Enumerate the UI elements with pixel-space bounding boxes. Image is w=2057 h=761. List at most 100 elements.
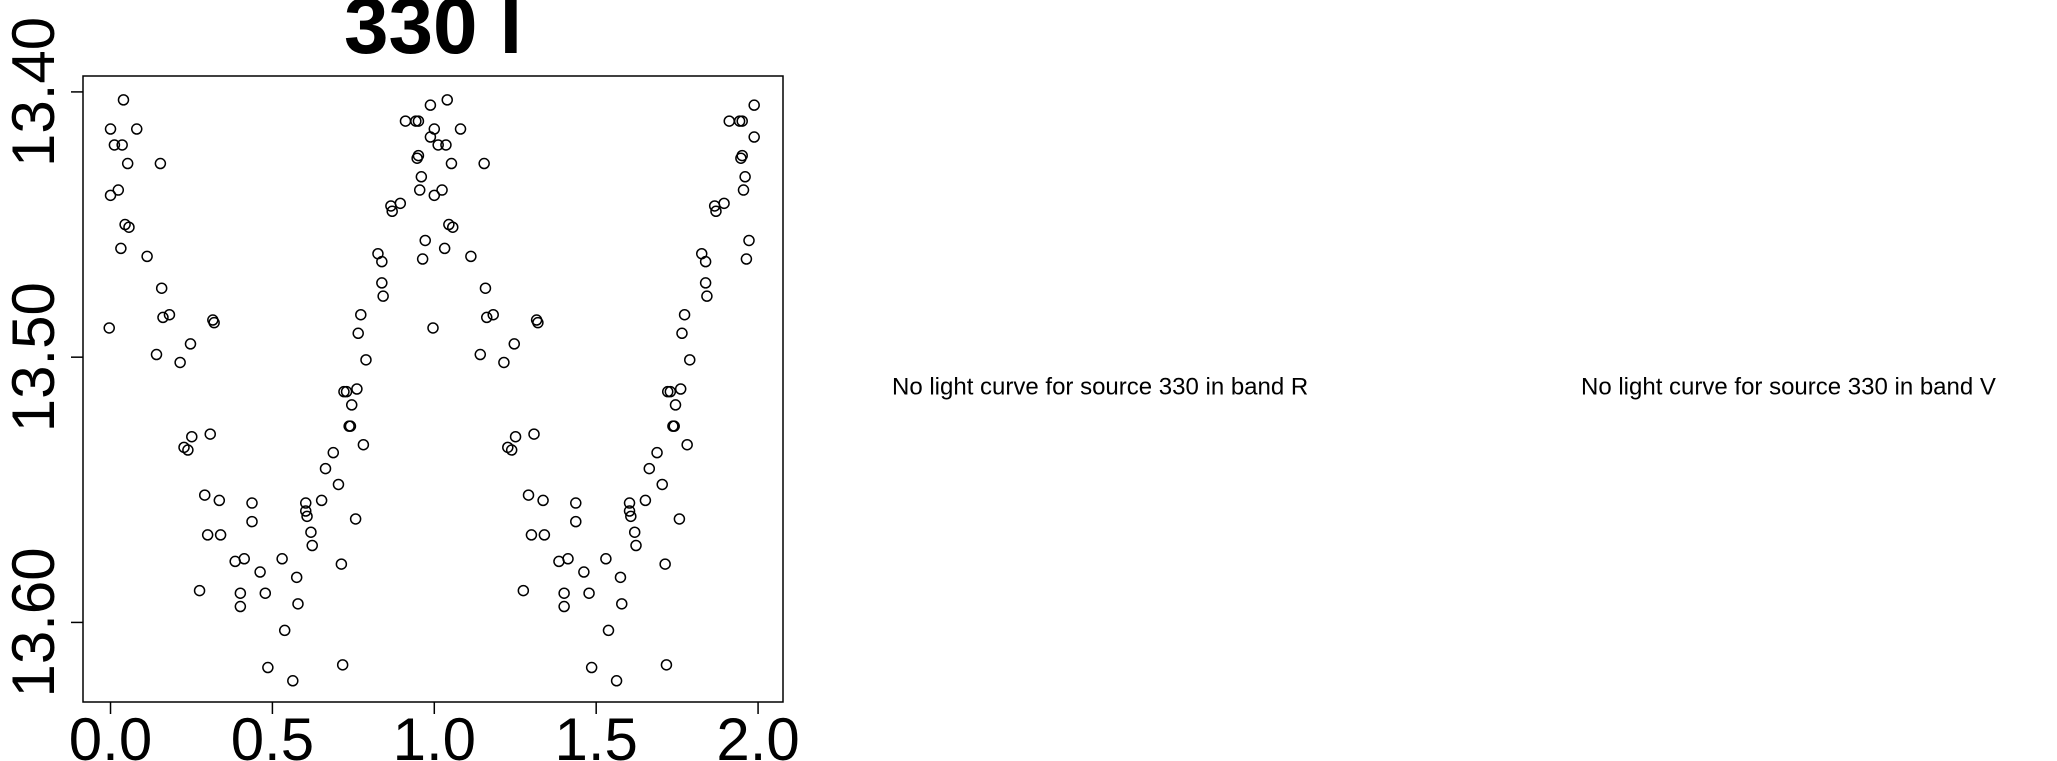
point [351, 383, 363, 395]
point [538, 529, 551, 541]
point [532, 316, 544, 329]
point [454, 123, 467, 135]
point [335, 558, 348, 570]
point [562, 553, 574, 565]
point [278, 624, 291, 637]
point [332, 478, 345, 491]
point [740, 253, 753, 265]
point [193, 584, 206, 597]
point [419, 234, 431, 247]
point [344, 420, 357, 432]
x-tick-label: 1.5 [554, 706, 637, 761]
point [570, 497, 582, 509]
message: No light curve for source 330 in band R [892, 373, 1308, 400]
point [676, 327, 688, 340]
point [290, 571, 303, 584]
point [376, 255, 388, 268]
point [674, 383, 687, 395]
point [537, 494, 549, 507]
point [478, 157, 490, 170]
point [628, 526, 641, 538]
point [736, 115, 748, 127]
point [723, 115, 736, 127]
point [276, 553, 288, 565]
point [659, 558, 671, 570]
point [623, 497, 636, 509]
point [154, 157, 167, 170]
point [525, 529, 538, 541]
point [428, 189, 441, 202]
point [678, 308, 691, 321]
point [578, 566, 590, 578]
point [300, 505, 312, 517]
point [292, 598, 304, 610]
point [508, 338, 521, 350]
point [416, 253, 429, 265]
point [352, 327, 364, 340]
point [345, 399, 358, 411]
point [349, 513, 362, 525]
point [116, 139, 128, 151]
point [327, 446, 340, 459]
point [357, 438, 370, 451]
point [498, 356, 510, 369]
point [201, 529, 214, 541]
x-tick-label: 0.0 [69, 706, 152, 761]
point [558, 600, 570, 613]
y-tick-label: 13.50 [0, 282, 67, 432]
point [376, 277, 388, 289]
point [336, 659, 349, 671]
point [394, 197, 407, 210]
point [699, 255, 712, 268]
point [748, 99, 760, 111]
point [184, 338, 197, 350]
point [155, 282, 168, 294]
point [115, 242, 127, 255]
point [214, 529, 227, 541]
chart-title: 330 I [344, 0, 522, 70]
point [262, 661, 274, 674]
point [428, 123, 441, 135]
point [505, 444, 518, 456]
point [616, 598, 628, 610]
point [411, 152, 423, 164]
point [509, 430, 522, 443]
point [701, 290, 713, 302]
point [664, 385, 677, 398]
point [445, 157, 458, 170]
point [735, 152, 747, 164]
message: No light curve for source 330 in band V [1581, 373, 1996, 400]
point [130, 123, 143, 135]
point [121, 157, 134, 170]
point [474, 348, 487, 361]
point [684, 354, 696, 366]
point [301, 510, 313, 523]
point [585, 661, 598, 674]
point [668, 420, 680, 432]
point [743, 234, 755, 247]
point [427, 322, 439, 334]
point [386, 205, 398, 218]
point [157, 311, 169, 324]
point [108, 139, 121, 151]
point [669, 399, 682, 411]
x-tick-label: 2.0 [716, 706, 799, 761]
point [306, 539, 318, 552]
point [432, 139, 444, 151]
point [718, 197, 730, 210]
point [254, 566, 266, 578]
point [487, 308, 499, 321]
point [656, 478, 668, 491]
point [112, 184, 125, 196]
point [436, 184, 448, 196]
point [259, 587, 272, 599]
point [522, 489, 535, 501]
point [681, 438, 693, 451]
point [625, 510, 637, 523]
point [602, 624, 615, 637]
point [558, 587, 570, 599]
point [438, 242, 451, 255]
point [399, 115, 412, 127]
point [651, 446, 663, 459]
